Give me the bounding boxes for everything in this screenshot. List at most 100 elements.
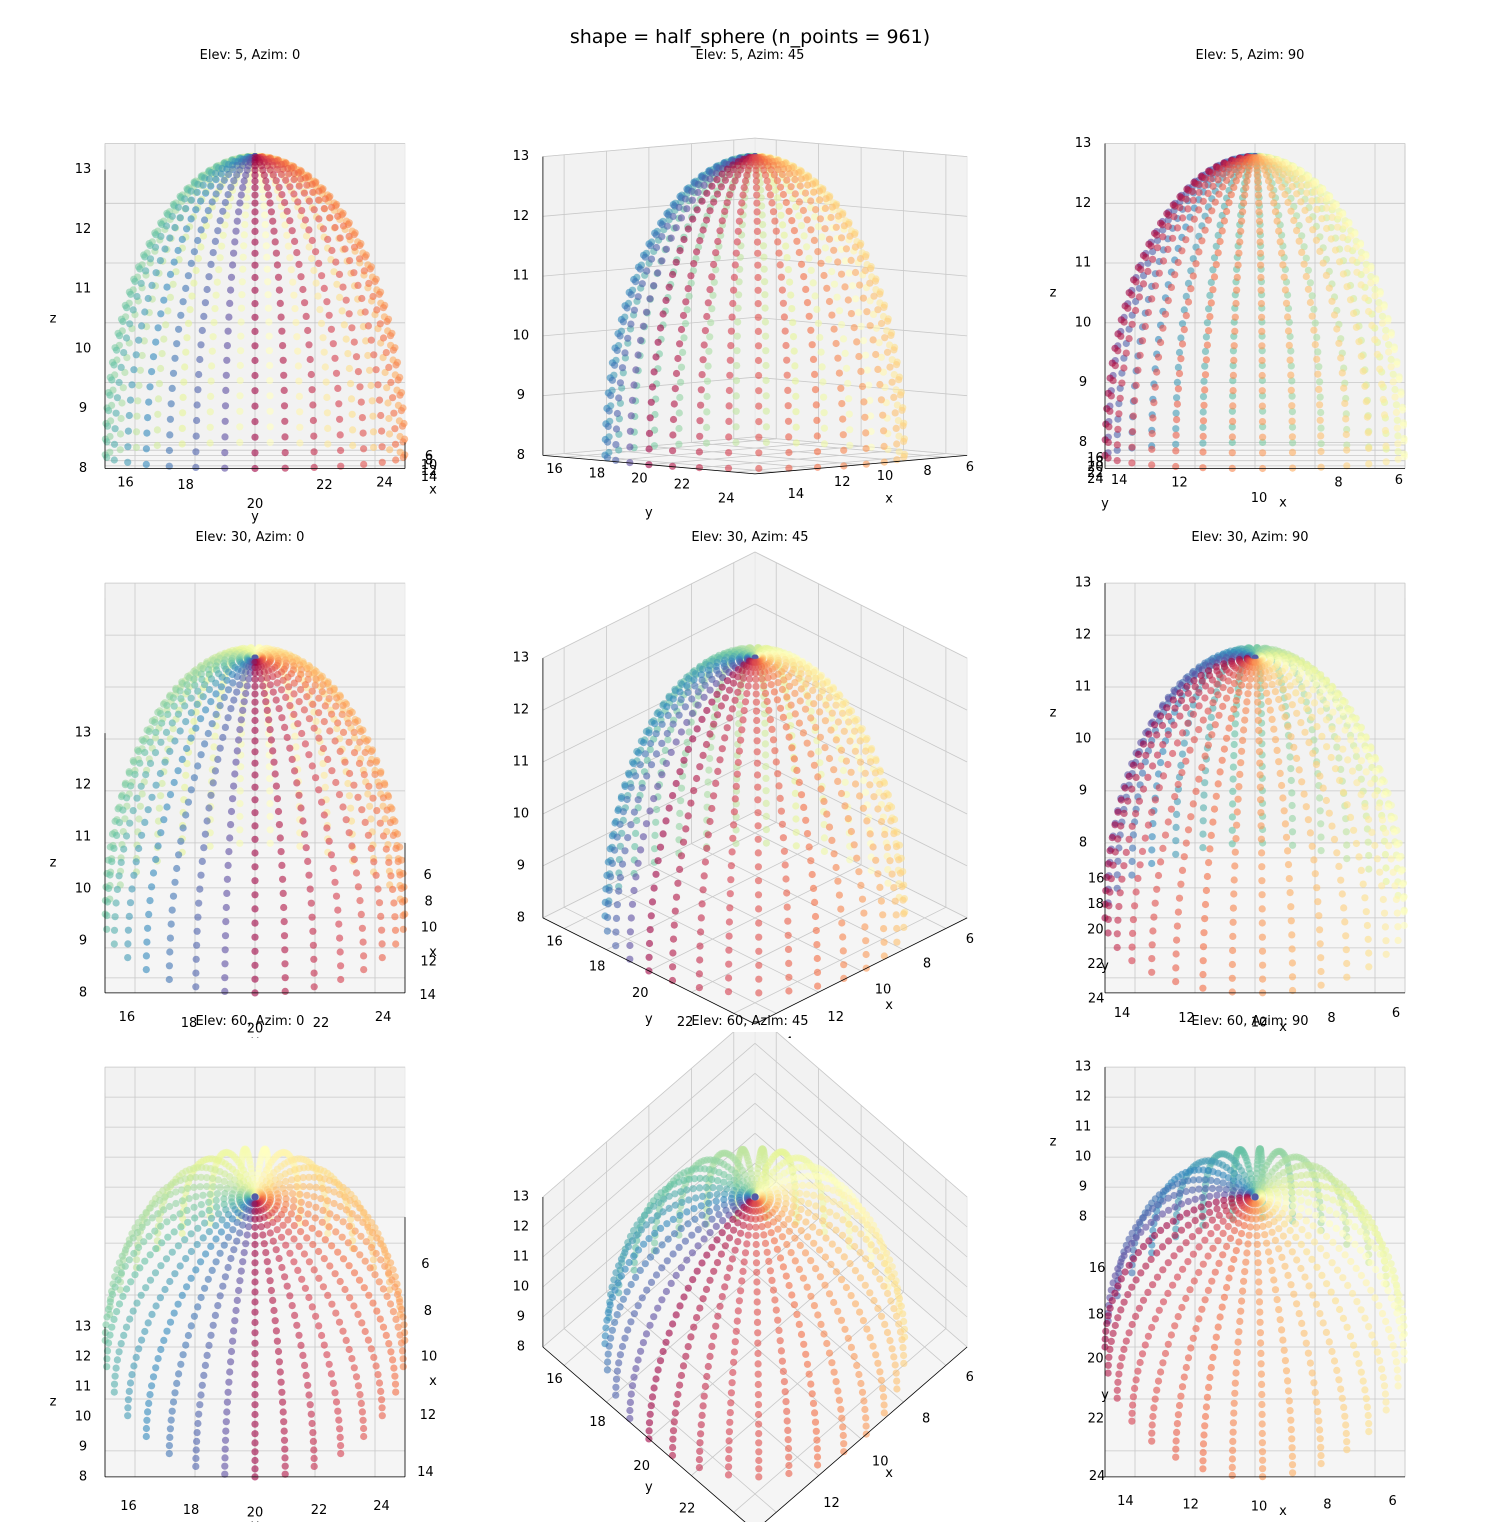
- data-point: [322, 702, 329, 709]
- data-point: [295, 792, 302, 799]
- data-point: [225, 862, 232, 869]
- data-point: [286, 217, 293, 224]
- data-point: [678, 364, 685, 371]
- data-point: [251, 387, 258, 394]
- data-point: [114, 394, 121, 401]
- data-point: [726, 191, 733, 198]
- data-point: [251, 737, 258, 744]
- data-point: [621, 847, 628, 854]
- data-point: [699, 371, 706, 378]
- data-point: [282, 988, 289, 995]
- data-point: [336, 935, 343, 942]
- data-point: [1365, 429, 1372, 436]
- data-point: [774, 177, 781, 184]
- data-point: [754, 218, 761, 225]
- data-point: [678, 852, 685, 859]
- data-point: [237, 362, 244, 369]
- data-point: [229, 679, 236, 686]
- data-point: [668, 235, 675, 242]
- data-point: [124, 459, 131, 466]
- data-point: [881, 334, 888, 341]
- data-point: [650, 282, 657, 289]
- data-point: [1371, 336, 1378, 343]
- data-point: [1112, 362, 1119, 369]
- data-point: [651, 720, 658, 727]
- data-point: [251, 920, 258, 927]
- data-point: [893, 361, 900, 368]
- z-tick-label: 12: [513, 209, 530, 224]
- data-point: [234, 747, 241, 754]
- data-point: [860, 805, 867, 812]
- data-point: [704, 791, 711, 798]
- data-point: [781, 232, 788, 239]
- data-point: [163, 702, 170, 709]
- data-point: [680, 757, 687, 764]
- data-point: [390, 347, 397, 354]
- data-point: [761, 291, 768, 298]
- data-point: [868, 867, 875, 874]
- data-point: [676, 409, 683, 416]
- data-point: [732, 261, 739, 268]
- data-point: [236, 726, 243, 733]
- data-point: [725, 961, 732, 968]
- data-point: [696, 984, 703, 991]
- data-point: [696, 464, 703, 471]
- data-point: [187, 306, 194, 313]
- data-point: [341, 759, 348, 766]
- data-point: [229, 261, 236, 268]
- data-point: [816, 196, 823, 203]
- data-point: [196, 356, 203, 363]
- data-point: [326, 838, 333, 845]
- data-point: [266, 347, 273, 354]
- data-point: [319, 334, 326, 341]
- data-point: [1168, 284, 1175, 291]
- data-point: [784, 254, 791, 261]
- data-point: [846, 709, 853, 716]
- data-point: [276, 705, 283, 712]
- data-point: [775, 250, 782, 257]
- data-point: [1202, 227, 1209, 234]
- data-point: [1241, 191, 1248, 198]
- data-point: [834, 294, 841, 301]
- data-point: [617, 821, 624, 828]
- data-point: [1335, 340, 1342, 347]
- data-point: [181, 702, 188, 709]
- data-point: [828, 268, 835, 275]
- x-tick-label: 6: [1395, 473, 1403, 488]
- data-point: [284, 208, 291, 215]
- data-point: [755, 920, 762, 927]
- data-point: [835, 213, 842, 220]
- data-point: [330, 340, 337, 347]
- data-point: [251, 727, 258, 734]
- data-point: [727, 342, 734, 349]
- data-point: [171, 879, 178, 886]
- data-point: [671, 704, 678, 711]
- data-point: [669, 792, 676, 799]
- data-point: [812, 386, 819, 393]
- data-point: [265, 291, 272, 298]
- data-point: [762, 775, 769, 782]
- data-point: [135, 845, 142, 852]
- data-point: [367, 382, 374, 389]
- data-point: [371, 278, 378, 285]
- data-point: [1223, 177, 1230, 184]
- data-point: [251, 250, 258, 257]
- data-point: [864, 367, 871, 374]
- data-point: [204, 817, 211, 824]
- data-point: [151, 719, 158, 726]
- data-point: [1196, 189, 1203, 196]
- data-point: [846, 856, 853, 863]
- data-point: [125, 927, 132, 934]
- data-point: [1341, 400, 1348, 407]
- data-point: [299, 817, 306, 824]
- data-point: [251, 178, 258, 185]
- data-point: [337, 962, 344, 969]
- data-point: [346, 710, 353, 717]
- data-point: [812, 675, 819, 682]
- data-point: [157, 310, 164, 317]
- data-point: [629, 397, 636, 404]
- data-point: [125, 428, 132, 435]
- data-point: [301, 299, 308, 306]
- data-point: [274, 795, 281, 802]
